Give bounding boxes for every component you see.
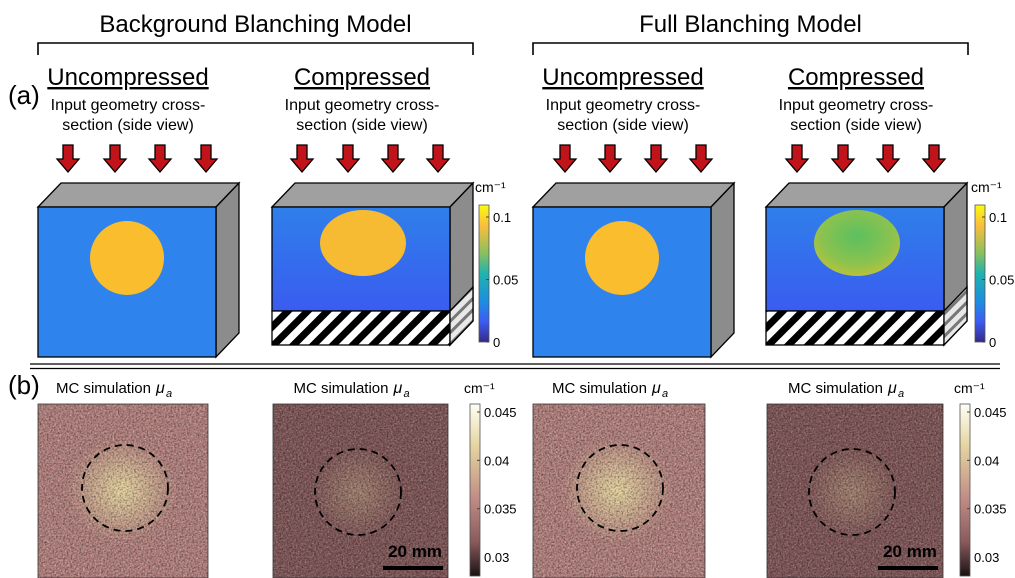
panel-heading: Compressed [294, 64, 430, 91]
compression-plate [766, 311, 944, 345]
simulation-image [533, 404, 705, 578]
scale-bar-label: 20 mm [883, 542, 937, 561]
section-label: (a) [8, 80, 40, 110]
colorbar-tick-label: 0 [989, 335, 996, 350]
panel-caption: section (side view) [296, 117, 428, 134]
colorbar-tick-label: 0.1 [989, 210, 1007, 225]
symbol-subscript: a [898, 388, 904, 400]
colorbar-tick-label: 0.045 [484, 405, 517, 420]
colorbar-tick-label: 0.035 [484, 502, 517, 517]
bracket [38, 43, 473, 55]
arrow [337, 145, 359, 172]
panel-caption: Input geometry cross- [779, 97, 934, 114]
arrow [427, 145, 449, 172]
panel-caption: section (side view) [62, 117, 194, 134]
arrow [149, 145, 171, 172]
compression-plate [272, 311, 450, 345]
panel-caption: Input geometry cross- [546, 97, 701, 114]
colorbar-unit: cm⁻¹ [971, 179, 1002, 195]
panel-heading: Uncompressed [47, 64, 208, 91]
box-side [216, 183, 239, 357]
colorbar-unit: cm⁻¹ [954, 380, 985, 396]
arrow [923, 145, 945, 172]
colorbar-tick-label: 0.05 [989, 273, 1014, 288]
colorbar-tick-label: 0.045 [974, 405, 1007, 420]
inclusion [320, 210, 406, 276]
colorbar [960, 404, 970, 576]
box-top [766, 183, 967, 207]
arrow [291, 145, 313, 172]
symbol: μ [651, 380, 661, 397]
panel-title: MC simulation [788, 380, 883, 397]
box-side [711, 183, 734, 357]
panel-title: MC simulation [293, 380, 388, 397]
noise-dark [38, 404, 208, 578]
inclusion [585, 221, 659, 295]
colorbar-unit: cm⁻¹ [475, 179, 506, 195]
colorbar [470, 404, 480, 576]
colorbar [975, 205, 985, 342]
symbol: μ [393, 380, 403, 397]
noise-dark [533, 404, 705, 578]
simulation-image [38, 404, 208, 578]
colorbar-tick-label: 0.04 [974, 453, 999, 468]
symbol-subscript: a [662, 388, 668, 400]
symbol-subscript: a [166, 388, 172, 400]
inclusion [90, 221, 164, 295]
box-top [533, 183, 734, 207]
colorbar-unit: cm⁻¹ [464, 380, 495, 396]
separator [30, 364, 1000, 369]
arrow [195, 145, 217, 172]
arrow [57, 145, 79, 172]
panel-caption: Input geometry cross- [285, 97, 440, 114]
section-label: (b) [8, 370, 40, 400]
scale-bar-label: 20 mm [388, 542, 442, 561]
arrow [599, 145, 621, 172]
panel-heading: Compressed [788, 64, 924, 91]
arrow [382, 145, 404, 172]
arrow [877, 145, 899, 172]
arrow [832, 145, 854, 172]
arrow [104, 145, 126, 172]
colorbar [479, 205, 489, 342]
group-title: Full Blanching Model [639, 11, 862, 38]
colorbar-tick-label: 0.03 [974, 550, 999, 565]
colorbar-tick-label: 0.035 [974, 502, 1007, 517]
panel-title: MC simulation [552, 380, 647, 397]
arrow [645, 145, 667, 172]
symbol: μ [155, 380, 165, 397]
panel-caption: Input geometry cross- [51, 97, 206, 114]
arrow [554, 145, 576, 172]
colorbar-tick-label: 0 [493, 335, 500, 350]
bracket [533, 43, 968, 55]
panel-heading: Uncompressed [542, 64, 703, 91]
arrow [690, 145, 712, 172]
group-title: Background Blanching Model [99, 11, 411, 38]
box-top [38, 183, 239, 207]
colorbar-tick-label: 0.03 [484, 550, 509, 565]
colorbar-tick-label: 0.05 [493, 273, 518, 288]
arrow [786, 145, 808, 172]
colorbar-tick-label: 0.04 [484, 453, 509, 468]
inclusion [814, 210, 900, 276]
panel-title: MC simulation [56, 380, 151, 397]
symbol-subscript: a [404, 388, 410, 400]
colorbar-tick-label: 0.1 [493, 210, 511, 225]
panel-caption: section (side view) [557, 117, 689, 134]
panel-caption: section (side view) [790, 117, 922, 134]
figure: Background Blanching Model Full Blanching… [0, 0, 1015, 578]
symbol: μ [887, 380, 897, 397]
box-top [272, 183, 473, 207]
